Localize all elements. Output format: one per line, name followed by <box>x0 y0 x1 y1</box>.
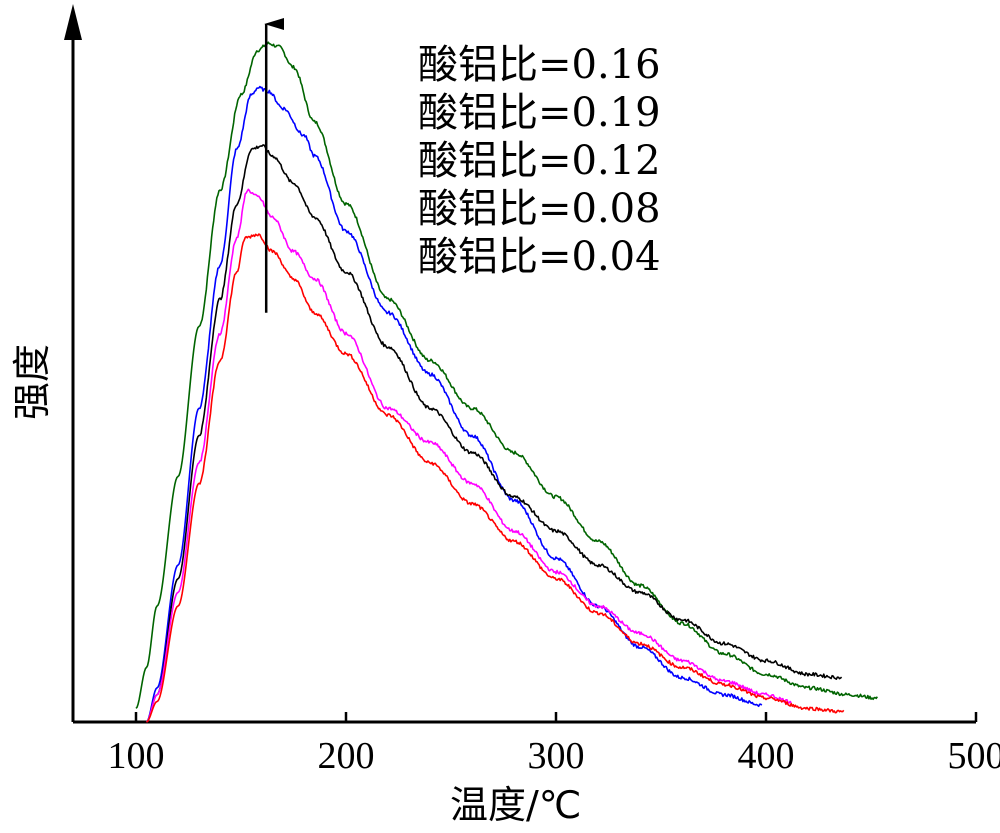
legend-entry: 酸铝比=0.16 <box>418 42 661 88</box>
series-line-3 <box>146 188 792 723</box>
y-axis-arrowhead <box>64 4 82 40</box>
x-tick-label: 200 <box>318 735 375 777</box>
series-line-4 <box>146 233 845 723</box>
x-axis-title: 温度/℃ <box>450 783 581 827</box>
legend-entry: 酸铝比=0.04 <box>418 234 661 280</box>
x-tick-label: 300 <box>528 735 585 777</box>
series-layer <box>135 41 878 723</box>
legend-entry: 酸铝比=0.08 <box>418 186 661 232</box>
y-axis-title: 强度 <box>10 344 54 420</box>
legend-entry: 酸铝比=0.19 <box>418 90 661 136</box>
x-axis-ticks <box>134 712 978 722</box>
legend-entry: 酸铝比=0.12 <box>418 138 661 184</box>
x-tick-label: 100 <box>108 735 165 777</box>
series-line-1 <box>145 85 763 723</box>
x-tick-label: 400 <box>738 735 795 777</box>
x-axis-tick-labels: 100 200 300 400 500 <box>108 735 1000 777</box>
series-line-0 <box>135 41 878 709</box>
x-tick-label: 500 <box>948 735 1000 777</box>
series-line-2 <box>146 144 843 723</box>
